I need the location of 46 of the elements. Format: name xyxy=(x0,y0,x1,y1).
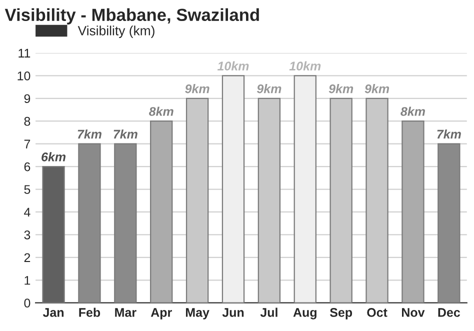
data-label: 7km xyxy=(114,129,138,139)
text: Visibility (km) xyxy=(78,26,154,38)
y-tick-label: 7 xyxy=(24,140,30,148)
chart-title: Visibility - Mbabane, Swaziland xyxy=(4,8,259,24)
y-tick-label: 2 xyxy=(24,253,30,262)
y-tick-label: 11 xyxy=(18,48,30,58)
x-tick-label: Aug xyxy=(293,308,316,320)
y-tick-label: 1 xyxy=(24,276,30,285)
bar xyxy=(114,143,137,303)
x-tick-label: May xyxy=(186,308,210,320)
data-label: 9km xyxy=(185,84,210,94)
data-label: 10km xyxy=(289,61,321,70)
y-tick-label: 3 xyxy=(24,230,30,240)
data-label: 8km xyxy=(400,106,425,116)
y-tick-label: 9 xyxy=(24,94,30,104)
data-label: 10km xyxy=(217,61,249,70)
data-label: 8km xyxy=(149,106,174,116)
data-label: 9km xyxy=(256,84,282,94)
bar xyxy=(150,120,173,303)
y-tick-label: 6 xyxy=(24,162,30,172)
y-tick-label: 4 xyxy=(24,208,30,217)
bar xyxy=(402,120,424,303)
y-tick-label: 8 xyxy=(24,116,30,126)
x-tick-label: Nov xyxy=(402,308,425,317)
bar xyxy=(222,75,245,303)
x-tick-label: Sep xyxy=(330,308,352,320)
data-label: 9km xyxy=(364,84,390,94)
x-tick-label: Jan xyxy=(42,308,64,317)
x-tick-label: Jul xyxy=(260,308,278,317)
data-label: 6km xyxy=(42,152,66,162)
data-label: 7km xyxy=(78,129,102,139)
x-tick-label: Feb xyxy=(79,308,100,317)
y-tick-label: 0 xyxy=(24,298,30,308)
bar xyxy=(294,75,316,303)
x-tick-label: Jun xyxy=(222,308,244,317)
x-tick-label: Dec xyxy=(438,308,460,317)
x-tick-label: Oct xyxy=(367,308,388,317)
bar xyxy=(42,166,65,303)
x-tick-label: Mar xyxy=(115,308,136,317)
data-label: 9km xyxy=(328,84,354,94)
y-tick-label: 10 xyxy=(18,71,30,80)
x-tick-label: Apr xyxy=(150,308,172,320)
data-label: 7km xyxy=(437,129,461,139)
bar xyxy=(438,143,460,303)
y-tick-label: 5 xyxy=(24,185,30,194)
bar xyxy=(78,143,101,303)
